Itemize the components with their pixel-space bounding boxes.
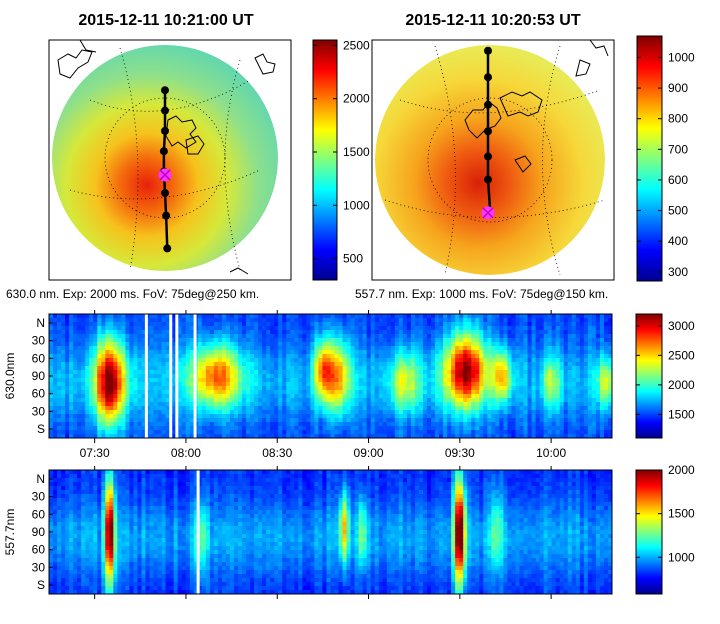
track-point [161,189,169,198]
keogram-ytick-label: 30 [32,404,46,418]
allsky-630-colorbar: 500 1000 1500 2000 2500 [312,38,370,281]
colorbar-tick-label: 1000 [668,550,695,564]
keogram-xtick-label: 10:00 [536,446,566,460]
keogram-ytick-label: S [37,578,45,592]
keogram-ytick-label: 60 [32,351,46,365]
keogram-ytick-label: N [36,472,45,486]
colorbar-tick-label: 1500 [343,145,370,159]
track-point [159,147,168,156]
allsky-630-caption: 630.0 nm. Exp: 2000 ms. FoV: 75deg@250 k… [6,287,259,301]
keogram-ytick-label: 60 [32,543,46,557]
zenith-marker-cross [482,207,494,219]
colorbar-tick-label: 600 [668,173,688,187]
allsky-630-title: 2015-12-11 10:21:00 UT [78,12,253,29]
zenith-marker-cross [159,169,171,181]
allsky-5577-colorbar-bar [636,35,663,282]
colorbar-tick-label: 1500 [668,407,695,421]
keogram-data-gap [144,314,148,438]
colorbar-tick-label: 400 [668,234,688,248]
allsky-630-coastline [57,39,276,275]
track-point [162,211,171,220]
keogram-data-gap [169,314,173,438]
keogram-ytick-label: S [37,422,45,436]
track-point [161,106,169,115]
keogram-ytick-label: N [36,316,45,330]
colorbar-tick-label: 500 [668,204,688,218]
colorbar-tick-label: 1000 [343,198,370,212]
keogram-xtick-label: 07:30 [80,446,110,460]
colorbar-tick-label: 1500 [668,507,695,521]
track-point [484,127,492,136]
keogram-5577-panel: N 30 60 90 60 30 S 557.7nm [3,466,613,599]
track-point [484,152,492,161]
allsky-630-grid [69,47,261,271]
track-point [484,175,492,184]
keogram-ytick-label: 60 [32,507,46,521]
keogram-5577-colorbar-bar [635,469,663,595]
keogram-xtick-label: 08:00 [171,446,201,460]
colorbar-tick-label: 900 [668,81,688,95]
allsky-5577-title: 2015-12-11 10:20:53 UT [405,12,580,29]
colorbar-tick-label: 700 [668,142,688,156]
keogram-ytick-label: 30 [32,490,46,504]
colorbar-tick-label: 3000 [668,319,695,333]
keogram-630-colorbar-bar [635,313,663,439]
keogram-ytick-label: 90 [32,525,46,539]
keogram-xtick-label: 09:30 [445,446,475,460]
allsky-5577-caption: 557.7 nm. Exp: 1000 ms. FoV: 75deg@150 k… [355,287,608,301]
allsky-5577-frame [371,39,615,281]
keogram-data-gap [193,314,197,438]
track-point [163,244,172,253]
colorbar-tick-label: 2500 [668,348,695,362]
allsky-5577-track [481,46,495,220]
allsky-5577-coastline [464,39,609,173]
track-point [484,100,492,109]
allsky-5577-colorbar: 300 400 500 600 700 800 900 1000 [636,35,695,282]
colorbar-tick-label: 2000 [668,378,695,392]
allsky-5577-grid [384,45,606,276]
colorbar-tick-label: 1000 [668,50,695,64]
colorbar-tick-label: 2000 [343,92,370,106]
keogram-ytick-label: 90 [32,369,46,383]
colorbar-tick-label: 2000 [668,463,695,477]
track-point [161,126,169,135]
keogram-630-ylabel: 630.0nm [3,353,17,400]
keogram-5577-image [49,470,612,594]
keogram-ytick-label: 30 [32,334,46,348]
keogram-data-gap [196,470,200,594]
keogram-xtick-label: 09:00 [354,446,384,460]
track-point [161,86,169,95]
keogram-630-panel: N 30 60 90 60 30 S 07:30 08:00 08:30 09:00 09:30 10:… [3,310,613,460]
allsky-5577-panel: 2015-12-11 10:20:53 UT 557.7 nm. Exp: 10… [355,12,615,301]
allsky-630-colorbar-bar [312,39,338,281]
keogram-data-gap [175,314,179,438]
keogram-630-image [49,314,612,438]
track-point [484,46,492,55]
keogram-5577-ylabel: 557.7nm [3,509,17,556]
allsky-630-track [158,86,172,253]
colorbar-tick-label: 300 [668,265,688,279]
keogram-ytick-label: 60 [32,387,46,401]
keogram-xtick-label: 08:30 [262,446,292,460]
keogram-5577-colorbar: 1000 1500 2000 [635,463,695,595]
allsky-630-frame [48,39,292,281]
colorbar-tick-label: 800 [668,112,688,126]
colorbar-tick-label: 500 [343,252,363,266]
colorbar-tick-label: 2500 [343,38,370,52]
keogram-ytick-label: 30 [32,560,46,574]
track-point [484,73,492,82]
keogram-630-colorbar: 1500 2000 2500 3000 [635,313,695,439]
allsky-630-panel: 2015-12-11 10:21:00 UT 630.0 nm. Exp: 20… [6,12,292,301]
